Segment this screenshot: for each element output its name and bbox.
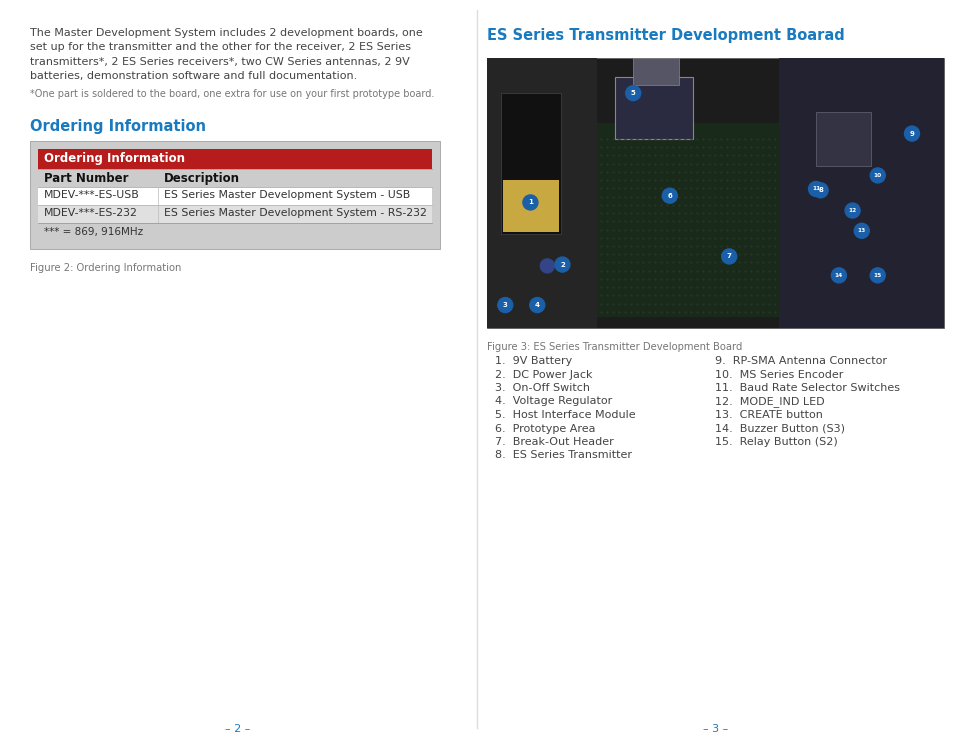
Text: 8.  ES Series Transmitter: 8. ES Series Transmitter — [495, 450, 631, 461]
Text: 14.  Buzzer Button (S3): 14. Buzzer Button (S3) — [715, 424, 844, 433]
Bar — [502, 176, 558, 232]
Text: 11: 11 — [811, 187, 820, 191]
Text: 7: 7 — [726, 253, 731, 260]
Text: 12: 12 — [847, 208, 856, 213]
Text: set up for the transmitter and the other for the receiver, 2 ES Series: set up for the transmitter and the other… — [30, 43, 411, 52]
Text: transmitters*, 2 ES Series receivers*, two CW Series antennas, 2 9V: transmitters*, 2 ES Series receivers*, t… — [30, 57, 410, 67]
Text: 13: 13 — [857, 228, 865, 233]
Text: batteries, demonstration software and full documentation.: batteries, demonstration software and fu… — [30, 72, 356, 81]
Bar — [38, 187, 432, 205]
Circle shape — [625, 86, 640, 100]
Circle shape — [529, 297, 544, 313]
Text: Figure 2: Ordering Information: Figure 2: Ordering Information — [30, 263, 181, 273]
Circle shape — [522, 195, 537, 210]
Bar — [779, 58, 943, 328]
Text: 3: 3 — [502, 302, 507, 308]
Text: MDEV-***-ES-USB: MDEV-***-ES-USB — [44, 190, 139, 200]
Bar — [500, 93, 560, 233]
Text: 9: 9 — [908, 131, 914, 137]
Bar — [486, 58, 943, 328]
Text: 2.  DC Power Jack: 2. DC Power Jack — [495, 370, 592, 379]
Text: Figure 3: ES Series Transmitter Development Board: Figure 3: ES Series Transmitter Developm… — [486, 342, 741, 352]
Text: ES Series Master Development System - USB: ES Series Master Development System - US… — [164, 190, 410, 200]
Circle shape — [539, 259, 554, 273]
Text: 11.  Baud Rate Selector Switches: 11. Baud Rate Selector Switches — [715, 383, 900, 393]
Circle shape — [497, 297, 513, 313]
Bar — [38, 169, 432, 187]
Text: Part Number: Part Number — [44, 172, 129, 185]
Text: 10: 10 — [873, 173, 881, 178]
Text: *One part is soldered to the board, one extra for use on your first prototype bo: *One part is soldered to the board, one … — [30, 89, 434, 99]
Bar — [502, 103, 558, 180]
Bar — [815, 112, 870, 166]
Bar — [38, 149, 432, 169]
Text: ES Series Transmitter Development Boarad: ES Series Transmitter Development Boarad — [486, 28, 843, 43]
Circle shape — [869, 268, 884, 283]
Circle shape — [661, 188, 677, 203]
Bar — [486, 58, 596, 328]
Circle shape — [869, 168, 884, 183]
Bar — [596, 123, 779, 317]
Text: – 2 –: – 2 – — [225, 724, 251, 734]
Bar — [30, 141, 439, 249]
Text: 10.  MS Series Encoder: 10. MS Series Encoder — [715, 370, 843, 379]
Text: 14: 14 — [834, 273, 842, 277]
Circle shape — [721, 249, 736, 264]
Text: 13.  CREATE button: 13. CREATE button — [715, 410, 822, 420]
Text: 5.  Host Interface Module: 5. Host Interface Module — [495, 410, 635, 420]
Text: Ordering Information: Ordering Information — [30, 119, 206, 134]
Text: 7.  Break-Out Header: 7. Break-Out Header — [495, 437, 613, 447]
Text: – 3 –: – 3 – — [702, 724, 728, 734]
Bar — [38, 223, 432, 241]
Text: MDEV-***-ES-232: MDEV-***-ES-232 — [44, 208, 138, 218]
Bar — [30, 141, 439, 249]
Circle shape — [555, 257, 569, 272]
Text: 8: 8 — [818, 187, 822, 193]
Text: 4.  Voltage Regulator: 4. Voltage Regulator — [495, 396, 612, 407]
Bar — [615, 77, 692, 139]
Text: 15.  Relay Button (S2): 15. Relay Button (S2) — [715, 437, 838, 447]
Text: 12.  MODE_IND LED: 12. MODE_IND LED — [715, 396, 824, 407]
Text: 5: 5 — [630, 90, 635, 96]
Text: 15: 15 — [873, 273, 881, 277]
Text: 6.  Prototype Area: 6. Prototype Area — [495, 424, 595, 433]
Circle shape — [830, 268, 845, 283]
Bar — [633, 58, 679, 85]
Text: Ordering Information: Ordering Information — [44, 152, 185, 165]
Text: *** = 869, 916MHz: *** = 869, 916MHz — [44, 227, 143, 237]
Text: The Master Development System includes 2 development boards, one: The Master Development System includes 2… — [30, 28, 422, 38]
Circle shape — [903, 126, 919, 141]
Text: 2: 2 — [559, 261, 564, 268]
Text: ES Series Master Development System - RS-232: ES Series Master Development System - RS… — [164, 208, 426, 218]
Circle shape — [808, 182, 822, 196]
Text: Description: Description — [164, 172, 240, 185]
Circle shape — [812, 183, 827, 198]
Text: 1.  9V Battery: 1. 9V Battery — [495, 356, 572, 366]
Circle shape — [853, 224, 868, 238]
Text: 9.  RP-SMA Antenna Connector: 9. RP-SMA Antenna Connector — [715, 356, 886, 366]
Bar — [38, 205, 432, 223]
Text: 3.  On-Off Switch: 3. On-Off Switch — [495, 383, 589, 393]
Text: 4: 4 — [535, 302, 539, 308]
Text: 6: 6 — [667, 193, 672, 199]
Circle shape — [844, 203, 860, 218]
Text: 1: 1 — [527, 199, 533, 205]
